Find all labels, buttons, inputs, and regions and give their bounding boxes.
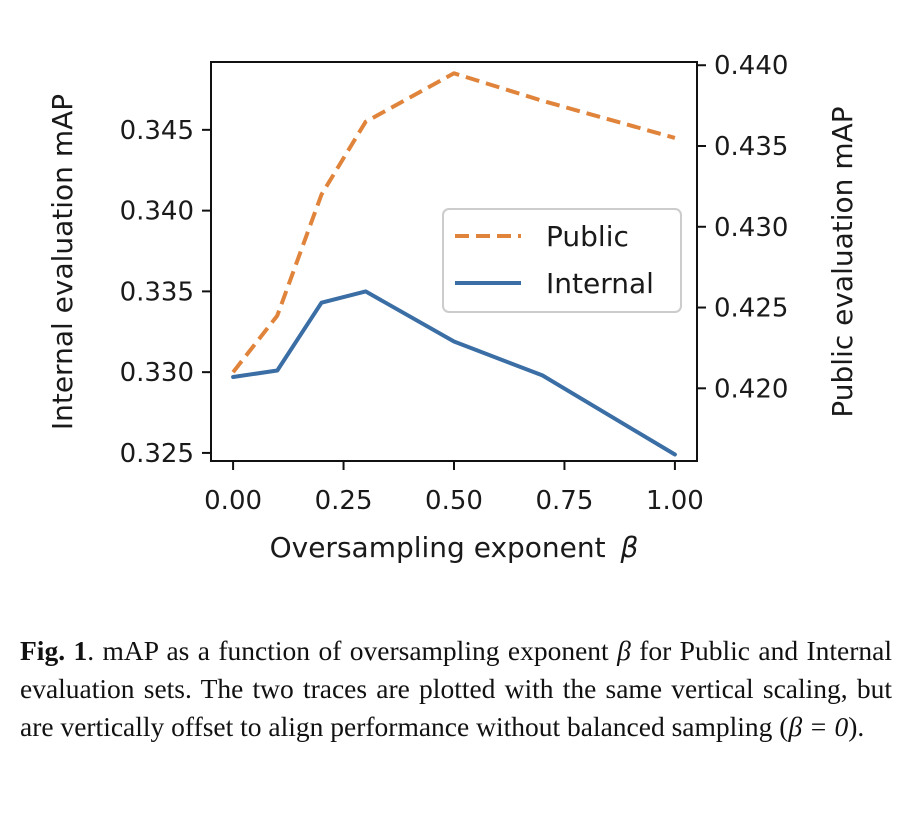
left-y-axis: 0.325 0.330 0.335 0.340 0.345 — [120, 116, 211, 469]
caption-symbol-eq: β = 0 — [788, 711, 849, 742]
caption-label: Fig. 1 — [20, 635, 88, 666]
legend-internal-label: Internal — [546, 267, 654, 300]
x-axis-title-text: Oversampling exponent — [270, 531, 606, 564]
legend-public-label: Public — [546, 220, 629, 253]
left-y-tick-label: 0.325 — [120, 439, 194, 469]
right-y-tick-label: 0.420 — [714, 374, 788, 404]
caption-text-2: for Public and Internal evaluation sets.… — [20, 635, 893, 742]
series-layer — [231, 71, 677, 457]
x-tick-label: 0.25 — [315, 486, 373, 516]
chart-figure: 0.00 0.25 0.50 0.75 1.00 0.325 0.330 0.335 0.34… — [46, 51, 859, 564]
left-y-axis-title: Internal evaluation mAP — [46, 94, 79, 430]
left-y-tick-label: 0.345 — [120, 116, 194, 146]
right-y-axis-title: Public evaluation mAP — [826, 106, 859, 417]
x-axis-title: Oversampling exponent β — [270, 531, 639, 564]
left-y-tick-label: 0.335 — [120, 277, 194, 307]
x-tick-label: 0.00 — [204, 486, 262, 516]
right-y-tick-label: 0.440 — [714, 51, 788, 81]
right-y-tick-label: 0.425 — [714, 294, 788, 324]
right-y-tick-label: 0.435 — [714, 132, 788, 162]
left-y-tick-label: 0.340 — [120, 197, 194, 227]
right-y-axis: 0.420 0.425 0.430 0.435 0.440 — [697, 51, 788, 404]
x-axis-title-symbol: β — [620, 531, 639, 564]
x-axis: 0.00 0.25 0.50 0.75 1.00 — [204, 461, 704, 516]
figure-caption: Fig. 1. mAP as a function of oversamplin… — [20, 632, 892, 746]
x-tick-label: 1.00 — [646, 486, 704, 516]
series-line-internal — [231, 289, 677, 457]
left-y-tick-label: 0.330 — [120, 358, 194, 388]
caption-text-3: ). — [848, 711, 865, 742]
x-tick-label: 0.50 — [425, 486, 483, 516]
legend: Public Internal — [442, 208, 682, 313]
caption-symbol: β — [617, 635, 631, 666]
caption-text-1: . mAP as a function of oversampling expo… — [87, 635, 618, 666]
series-line-public — [231, 71, 676, 374]
x-tick-label: 0.75 — [536, 486, 594, 516]
right-y-tick-label: 0.430 — [714, 213, 788, 243]
